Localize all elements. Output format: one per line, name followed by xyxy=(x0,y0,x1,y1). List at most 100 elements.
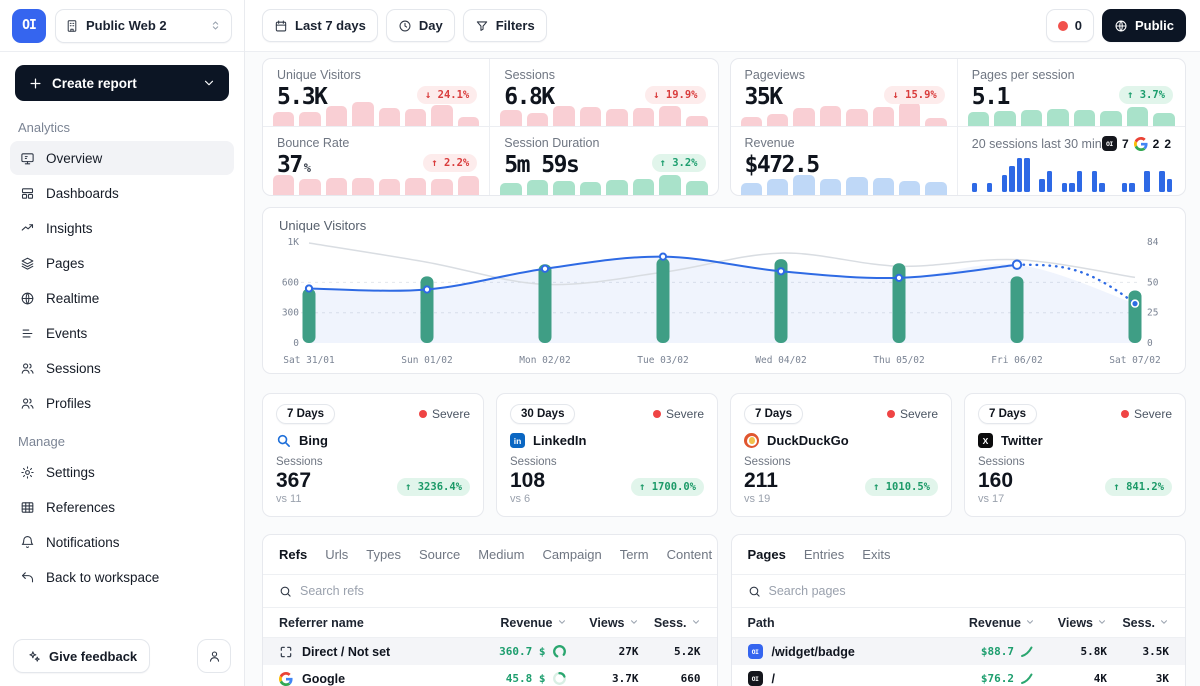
metric-value: 6.8K xyxy=(504,84,555,110)
metric-label: Session Duration xyxy=(504,136,600,150)
give-feedback-button[interactable]: Give feedback xyxy=(13,639,151,673)
sidebar-item-pages[interactable]: Pages xyxy=(10,246,234,280)
sparkles-icon xyxy=(26,649,41,664)
row-revenue: 45.8 $ xyxy=(505,672,546,686)
tab-urls[interactable]: Urls xyxy=(325,547,349,563)
tab-medium[interactable]: Medium xyxy=(478,547,525,563)
sidebar-top: OI Public Web 2 xyxy=(0,0,244,52)
metric-pages-per-session[interactable]: Pages per session 5.1 ↑ 3.7% xyxy=(957,59,1185,127)
openreplay-badge-icon: OI xyxy=(747,671,763,686)
row-sessions: 660 xyxy=(680,672,701,686)
x-axis-label: Tue 03/02 xyxy=(637,355,689,366)
source-name: LinkedIn xyxy=(533,433,587,448)
metric-session-duration[interactable]: Session Duration 5m 59s ↑ 3.2% xyxy=(490,127,717,195)
create-report-button[interactable]: Create report xyxy=(15,65,229,101)
insight-card-linkedin[interactable]: 30 Days Severe in LinkedIn Sessions 108 vs 6 ↑ … xyxy=(496,393,718,518)
metric-group: Pageviews 35K ↓ 15.9% Pages per session 5.1 ↑… xyxy=(729,58,1186,196)
column-revenue[interactable]: Revenue xyxy=(449,616,567,630)
insight-card-bing[interactable]: 7 Days Severe Bing Sessions 367 vs 11 ↑ 3236.4… xyxy=(262,393,484,518)
pages-search-input[interactable] xyxy=(768,584,1169,599)
change-badge: ↓ 15.9% xyxy=(884,86,945,104)
table-row[interactable]: Google 45.8 $ 3.7K 660 xyxy=(263,665,717,686)
metric-sparkline xyxy=(273,175,480,195)
metric-sessions[interactable]: Sessions 6.8K ↓ 19.9% xyxy=(490,59,718,127)
pages-icon xyxy=(20,256,35,271)
metric-sparkline xyxy=(740,102,947,126)
sidebar-item-events[interactable]: Events xyxy=(10,316,234,350)
metric-value: $472.5 xyxy=(744,152,821,178)
live-sessions-button[interactable]: 0 xyxy=(1045,9,1094,42)
sort-chevron-icon xyxy=(1097,616,1107,630)
duckduckgo-icon xyxy=(744,433,759,448)
refs-search-input[interactable] xyxy=(300,584,701,599)
chevrons-up-down-icon xyxy=(209,19,222,32)
tab-exits[interactable]: Exits xyxy=(862,547,891,563)
tab-term[interactable]: Term xyxy=(619,547,649,563)
metric-sparkline xyxy=(500,175,708,195)
tab-campaign[interactable]: Campaign xyxy=(542,547,602,563)
realtime-label: 20 sessions last 30 min xyxy=(971,136,1102,151)
insight-vs: vs 17 xyxy=(978,493,1005,506)
date-range-button[interactable]: Last 7 days xyxy=(262,9,378,42)
table-row[interactable]: OI/widget/badge $88.7 5.8K 3.5K xyxy=(731,638,1185,666)
sidebar-item-insights[interactable]: Insights xyxy=(10,211,234,245)
filters-button[interactable]: Filters xyxy=(462,9,547,42)
table-row[interactable]: OI / $76.2 4K 3K xyxy=(732,665,1186,686)
metric-label: Unique Visitors xyxy=(277,68,361,82)
tab-source[interactable]: Source xyxy=(418,547,461,563)
metric-pageviews[interactable]: Pageviews 35K ↓ 15.9% xyxy=(730,59,958,127)
table-header-row: Referrer name Revenue Views Sess. xyxy=(263,608,717,639)
sidebar-item-references[interactable]: References xyxy=(10,490,234,524)
column-views[interactable]: Views xyxy=(1035,616,1107,630)
app-logo[interactable]: OI xyxy=(12,8,46,43)
sidebar-item-back-to-workspace[interactable]: Back to workspace xyxy=(10,560,234,594)
severity-dot-icon xyxy=(1120,410,1129,418)
filters-label: Filters xyxy=(495,18,535,33)
sidebar-item-sessions[interactable]: Sessions xyxy=(10,351,234,385)
tab-types[interactable]: Types xyxy=(366,547,401,563)
google-icon xyxy=(279,671,293,686)
trend-arc-icon xyxy=(1021,646,1033,658)
tab-refs[interactable]: Refs xyxy=(279,547,308,563)
metric-bounce-rate[interactable]: Bounce Rate 37% ↑ 2.2% xyxy=(263,127,491,195)
metric-label: Sessions xyxy=(504,68,555,82)
sidebar-item-label: Realtime xyxy=(46,290,100,306)
insight-card-duckduckgo[interactable]: 7 Days Severe DuckDuckGo Sessions 211 vs 19 ↑ … xyxy=(730,393,952,518)
column-sessions[interactable]: Sess. xyxy=(1107,616,1169,630)
x-axis-label: Thu 05/02 xyxy=(873,355,925,366)
metric-revenue[interactable]: Revenue $472.5 xyxy=(731,127,958,195)
sidebar-item-notifications[interactable]: Notifications xyxy=(10,525,234,559)
sidebar-item-settings[interactable]: Settings xyxy=(10,455,234,489)
realtime-count: 7 xyxy=(1121,136,1129,151)
svg-text:0: 0 xyxy=(1147,338,1153,349)
chart-x-axis: Sat 31/01 Sun 01/02 Mon 02/02 Tue 03/02 Wed … xyxy=(279,354,1169,369)
table-row[interactable]: Direct / Not set 360.7 $ 27K 5.2K xyxy=(263,638,717,666)
row-sessions: 5.2K xyxy=(674,645,701,659)
severity-badge: Severe xyxy=(652,407,704,421)
column-revenue[interactable]: Revenue xyxy=(917,616,1035,630)
sidebar-item-profiles[interactable]: Profiles xyxy=(10,386,234,420)
insight-vs: vs 6 xyxy=(510,493,531,506)
sidebar-item-label: Settings xyxy=(46,464,95,480)
sort-chevron-icon xyxy=(691,616,701,630)
project-selector[interactable]: Public Web 2 xyxy=(55,8,232,43)
tab-content[interactable]: Content xyxy=(666,547,713,563)
column-sessions[interactable]: Sess. xyxy=(639,616,701,630)
insight-card-twitter[interactable]: 7 Days Severe X Twitter Sessions 160 vs 17 ↑ 84… xyxy=(964,393,1186,518)
sidebar-item-realtime[interactable]: Realtime xyxy=(10,281,234,315)
visibility-button[interactable]: Public xyxy=(1101,9,1186,42)
sidebar-item-dashboards[interactable]: Dashboards xyxy=(10,176,234,210)
metric-unique-visitors[interactable]: Unique Visitors 5.3K ↓ 24.1% xyxy=(263,59,491,127)
sidebar-item-overview[interactable]: Overview xyxy=(10,141,234,175)
metric-realtime-sessions[interactable]: 20 sessions last 30 min OI 7 2 2 xyxy=(958,127,1185,195)
tab-pages[interactable]: Pages xyxy=(747,547,786,563)
tab-entries[interactable]: Entries xyxy=(803,547,845,563)
sidebar-nav: Analytics Overview Dashboards Insights Pages… xyxy=(0,107,244,595)
user-menu-button[interactable] xyxy=(197,639,231,673)
granularity-button[interactable]: Day xyxy=(385,9,455,42)
insight-vs: vs 11 xyxy=(276,493,302,506)
column-views[interactable]: Views xyxy=(567,616,639,630)
metric-cards: Unique Visitors 5.3K ↓ 24.1% Sessions 6.8K ↓ … xyxy=(262,58,1186,196)
metric-sparkline xyxy=(500,106,708,126)
change-badge: ↑ 3.2% xyxy=(651,154,706,172)
